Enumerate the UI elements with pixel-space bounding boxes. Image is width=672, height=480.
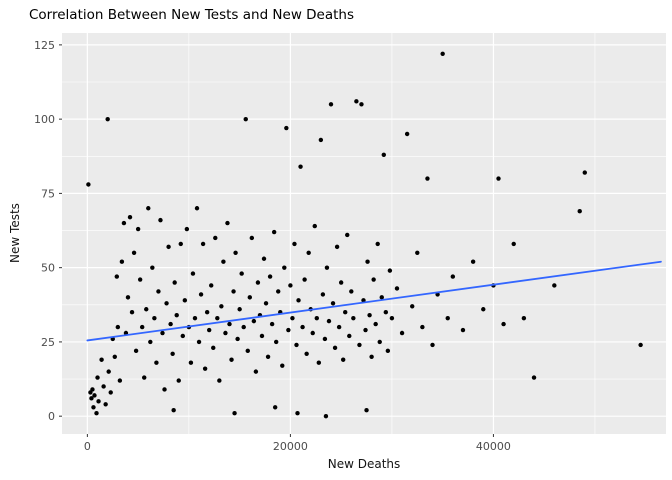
svg-text:25: 25 (41, 336, 55, 349)
svg-text:0: 0 (84, 440, 91, 453)
svg-text:0: 0 (48, 410, 55, 423)
svg-text:50: 50 (41, 262, 55, 275)
svg-text:40000: 40000 (476, 440, 511, 453)
x-axis-label: New Deaths (327, 457, 401, 471)
svg-text:20000: 20000 (273, 440, 308, 453)
chart-title: Correlation Between New Tests and New De… (29, 7, 355, 23)
svg-text:100: 100 (34, 113, 55, 126)
svg-text:75: 75 (41, 187, 55, 200)
svg-text:125: 125 (34, 39, 55, 52)
